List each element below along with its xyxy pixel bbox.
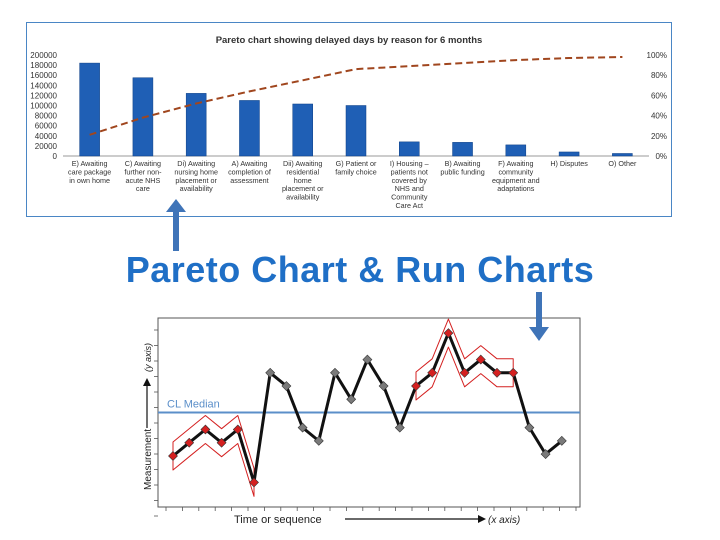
run-point-marker xyxy=(168,451,178,461)
run-median-label: CL Median xyxy=(167,399,220,411)
run-x-arrow-head xyxy=(478,515,486,523)
run-point-marker xyxy=(475,354,486,365)
run-point-marker xyxy=(459,367,470,378)
pareto-chart-panel: Pareto chart showing delayed days by rea… xyxy=(26,22,672,217)
pareto-category-label: A) Awaiting completion of assessment xyxy=(228,159,271,185)
pareto-category-label: G) Patient or family choice xyxy=(335,159,377,176)
pareto-category-label: I) Housing – patients not covered by NHS an… xyxy=(390,159,429,210)
run-point-marker xyxy=(249,477,259,488)
run-point-marker xyxy=(427,367,438,378)
run-point-marker xyxy=(362,354,373,365)
pareto-y-tick: 0 xyxy=(53,152,58,161)
pareto-bar xyxy=(612,153,633,157)
run-point-marker xyxy=(232,424,243,435)
pareto-bar xyxy=(558,151,580,157)
run-y-arrow-head xyxy=(143,378,151,386)
run-point-marker xyxy=(540,449,551,460)
pareto-category-label: B) Awaiting public funding xyxy=(440,159,484,176)
run-point-marker xyxy=(184,437,195,448)
pareto-y-tick: 160000 xyxy=(30,71,57,80)
run-point-marker xyxy=(281,381,292,391)
pareto-y-tick: 80000 xyxy=(35,112,58,121)
pareto-y-tick: 140000 xyxy=(30,81,57,90)
run-point-marker xyxy=(297,422,308,433)
pareto-category-label: F) Awaiting community equipment and adaptat… xyxy=(492,159,540,193)
pareto-category-label: C) Awaiting further non-acute NHS care xyxy=(124,159,162,193)
pareto-y-tick: 100000 xyxy=(30,102,57,111)
run-highlight-outline xyxy=(172,415,255,497)
pareto-bar xyxy=(345,105,367,157)
pareto-y-tick: 180000 xyxy=(30,61,57,70)
run-point-marker xyxy=(330,367,340,378)
run-point-marker xyxy=(265,367,276,378)
run-point-marker xyxy=(443,328,454,339)
run-point-marker xyxy=(346,394,357,405)
pareto-y-tick: 40000 xyxy=(35,132,58,141)
page-title: Pareto Chart & Run Charts xyxy=(125,249,595,290)
pareto-bar xyxy=(505,144,527,157)
run-point-marker xyxy=(394,422,405,433)
pareto-cumulative-line xyxy=(89,56,623,136)
pareto-y2-tick: 60% xyxy=(651,91,667,100)
run-highlight-outline xyxy=(415,318,514,401)
run-point-marker xyxy=(508,367,519,378)
pareto-bar xyxy=(239,100,260,157)
run-point-marker xyxy=(492,367,502,378)
pareto-chart: Pareto chart showing delayed days by rea… xyxy=(30,35,667,210)
pareto-y2-tick: 20% xyxy=(651,132,667,141)
pareto-bar xyxy=(185,93,207,157)
run-point-marker xyxy=(524,422,535,433)
pointer-arrow-up-shaft xyxy=(173,209,179,251)
pareto-bar xyxy=(452,142,473,157)
run-y-label: Measurement xyxy=(143,429,154,490)
pareto-y-tick: 20000 xyxy=(35,142,58,151)
run-point-marker xyxy=(200,424,211,435)
run-point-marker xyxy=(378,381,389,391)
pareto-bar xyxy=(292,103,313,157)
pareto-bar xyxy=(399,141,420,157)
run-x-label: Time or sequence xyxy=(234,514,322,526)
run-x-label-note: (x axis) xyxy=(488,515,520,526)
pointer-arrow-down-shaft xyxy=(536,292,542,330)
pareto-category-label: O) Other xyxy=(608,159,637,168)
pareto-category-label: E) Awaiting care package in own home xyxy=(68,159,111,185)
pareto-y2-tick: 80% xyxy=(651,71,667,80)
pareto-category-label: Di) Awaiting nursing home placement or avai… xyxy=(174,159,218,193)
pareto-category-label: H) Disputes xyxy=(550,159,588,168)
pareto-y-tick: 60000 xyxy=(35,122,58,131)
run-point-marker xyxy=(313,435,324,446)
run-point-marker xyxy=(411,381,421,391)
pareto-y2-tick: 40% xyxy=(651,112,667,121)
run-point-marker xyxy=(216,437,227,448)
pointer-arrow-down-head xyxy=(529,327,549,341)
pareto-title: Pareto chart showing delayed days by rea… xyxy=(216,35,483,46)
pareto-y2-tick: 0% xyxy=(655,152,667,161)
pointer-arrow-up-head xyxy=(166,199,186,212)
run-point-marker xyxy=(556,435,567,446)
run-y-label-note: (y axis) xyxy=(143,343,153,372)
pareto-y-tick: 200000 xyxy=(30,51,57,60)
pareto-y-tick: 120000 xyxy=(30,91,57,100)
pareto-y2-tick: 100% xyxy=(647,51,667,60)
pareto-category-label: Dii) Awaiting residential home placement or… xyxy=(282,159,324,202)
